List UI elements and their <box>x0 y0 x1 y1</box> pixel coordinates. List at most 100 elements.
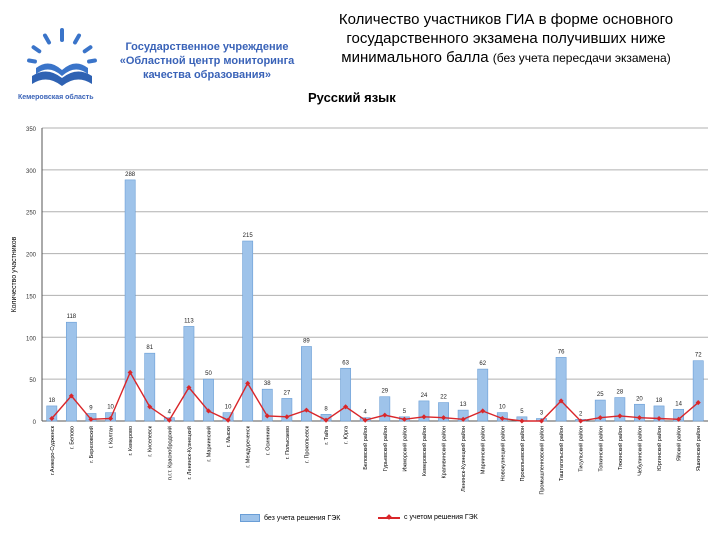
bar <box>242 240 254 422</box>
legend-item-line: с учетом решения ГЭК <box>378 514 478 521</box>
logo-emblem <box>27 28 97 86</box>
bar <box>124 179 136 422</box>
y-tick-label: 150 <box>26 294 37 300</box>
series-line <box>51 370 699 422</box>
series-point <box>499 415 505 422</box>
legend-swatch-line <box>378 516 400 519</box>
series-point <box>421 414 427 420</box>
bar-value-label: 24 <box>421 393 428 399</box>
series-point <box>264 413 270 419</box>
chart-title: Количество участников ГИА в форме основн… <box>296 10 716 68</box>
series-point <box>480 408 486 414</box>
series-point <box>636 415 642 421</box>
x-tick-label: г. Полысаево <box>285 426 291 459</box>
series-point <box>401 416 407 422</box>
x-tick-label: Гурьевский район <box>382 426 389 471</box>
y-tick-label: 200 <box>26 253 37 259</box>
series-point <box>49 415 55 422</box>
y-tick-label: 300 <box>26 169 37 175</box>
bar-value-label: 3 <box>540 410 544 416</box>
bar-value-label: 76 <box>558 349 565 355</box>
legend-label-bars: без учета решения ГЭК <box>264 514 341 522</box>
x-tick-label: Юргинский район <box>656 426 663 471</box>
bar <box>144 352 156 422</box>
series-point <box>147 404 153 410</box>
bar <box>594 399 606 422</box>
y-tick-label: 100 <box>26 336 37 342</box>
bar-value-label: 29 <box>381 389 388 395</box>
bar-value-label: 27 <box>284 390 291 396</box>
bar-value-label: 5 <box>403 409 407 415</box>
x-tick-label: Мариинский район <box>480 426 487 474</box>
series-point <box>578 418 584 424</box>
bar <box>555 357 567 422</box>
bar-value-label: 215 <box>243 233 254 239</box>
x-tick-label: Тисульский район <box>578 426 585 472</box>
series-point <box>303 407 309 413</box>
x-tick-label: Крапивинский район <box>441 426 448 479</box>
bar <box>477 368 489 422</box>
x-tick-label: Яйский район <box>676 426 683 461</box>
bar <box>438 402 449 422</box>
bar-value-label: 113 <box>184 318 194 324</box>
y-tick-label: 250 <box>26 211 37 217</box>
bar-value-label: 50 <box>205 371 212 377</box>
x-tick-label: г. Березовский <box>88 426 95 463</box>
bar-value-label: 28 <box>617 390 624 396</box>
bar <box>379 396 391 422</box>
series-point <box>362 417 368 423</box>
series-point <box>225 417 231 423</box>
x-tick-label: Прокопьевский район <box>519 426 526 481</box>
series-point <box>460 416 466 422</box>
bar-value-label: 4 <box>364 410 368 416</box>
bar-value-label: 8 <box>324 406 328 412</box>
series-point <box>127 369 133 375</box>
y-tick-label: 50 <box>29 378 36 384</box>
bar-value-label: 10 <box>499 405 506 411</box>
series-point <box>205 408 212 414</box>
bar-value-label: 25 <box>597 392 604 398</box>
bar-value-label: 63 <box>342 360 349 366</box>
bar-value-label: 81 <box>146 345 153 351</box>
x-tick-label: г. Прокопьевск <box>304 425 310 463</box>
series-point <box>323 417 329 423</box>
bar <box>183 326 195 422</box>
series-point <box>166 417 172 423</box>
bar <box>692 360 704 422</box>
x-tick-label: Яшкинский район <box>695 426 702 471</box>
series-point <box>343 404 349 410</box>
legend-item-bars: без учета решения ГЭК <box>240 514 340 522</box>
legend-swatch-bars <box>240 514 260 522</box>
bar <box>418 400 430 422</box>
bar <box>281 398 293 422</box>
bar-value-label: 18 <box>48 398 55 404</box>
x-tick-label: г. Мыски <box>226 426 232 447</box>
bar <box>203 378 214 422</box>
x-tick-label: Ленинск-Кузнецкий район <box>460 426 467 492</box>
legend: без учета решения ГЭК с учетом решения Г… <box>0 514 720 528</box>
x-tick-label: г. Мариинский <box>206 426 213 462</box>
x-tick-label: г. Ленинск-Кузнецкий <box>186 426 193 479</box>
bar-value-label: 9 <box>89 405 93 411</box>
series-point <box>538 418 545 424</box>
region-label: Кемеровская область <box>18 94 94 101</box>
bar-value-label: 38 <box>264 381 271 387</box>
bar <box>634 403 645 422</box>
bar-value-label: 72 <box>695 353 702 359</box>
bar-value-label: 14 <box>675 401 682 407</box>
x-tick-label: г. Киселевск <box>148 425 154 456</box>
x-tick-label: г. Калтан <box>109 426 115 448</box>
x-tick-label: г. Осинники <box>265 426 271 455</box>
x-tick-label: Промышленновский район <box>539 426 546 495</box>
bar-value-label: 62 <box>479 361 486 367</box>
bar <box>261 388 273 422</box>
logo <box>27 28 97 86</box>
x-tick-label: Ижморский район <box>401 426 408 472</box>
x-tick-label: Таштагольский район <box>558 426 565 481</box>
x-tick-label: г. Тайга <box>323 425 330 445</box>
x-tick-label: Тяжинский район <box>617 426 624 470</box>
bar-value-label: 10 <box>107 405 114 411</box>
series-point <box>382 412 388 418</box>
title-main: Количество участников ГИА в форме основн… <box>338 11 674 66</box>
